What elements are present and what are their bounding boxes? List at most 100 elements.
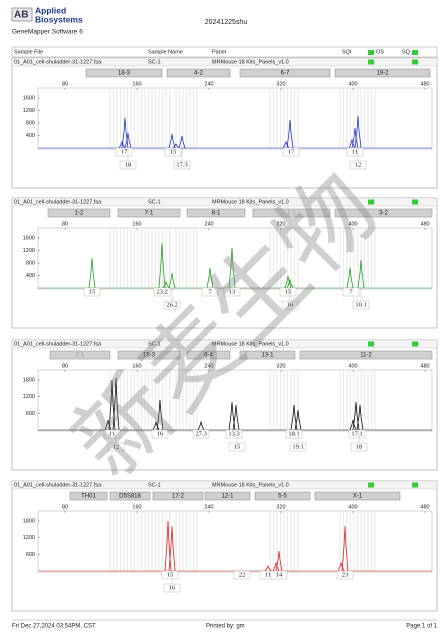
marker-bin xyxy=(152,491,204,501)
allele-box xyxy=(201,287,219,297)
status-box xyxy=(368,59,374,65)
peak xyxy=(352,401,360,431)
peak xyxy=(286,119,294,149)
allele-box xyxy=(279,287,297,297)
allele-box xyxy=(282,147,300,157)
peak xyxy=(294,409,302,431)
x-tick-label: 320 xyxy=(276,504,285,510)
x-tick-label: 320 xyxy=(276,221,285,227)
x-tick-label: 80 xyxy=(62,363,68,369)
x-tick-label: 80 xyxy=(62,221,68,227)
allele-label: 11 xyxy=(109,430,115,437)
panel-name: MRMouse 18 Kits_Panels_v1.0 xyxy=(212,482,289,488)
allele-label: 16 xyxy=(157,430,164,437)
y-tick-label: 400 xyxy=(26,273,35,279)
marker-label: 4-2 xyxy=(194,71,203,77)
y-tick-label: 1200 xyxy=(23,248,35,254)
peak xyxy=(272,561,280,572)
x-tick-label: 240 xyxy=(204,81,213,87)
sample-row xyxy=(11,480,438,490)
sample-name: SC-1 xyxy=(148,482,161,488)
marker-label: 2-1 xyxy=(76,353,85,359)
allele-box xyxy=(228,442,246,452)
peak xyxy=(156,399,164,431)
allele-box xyxy=(151,429,169,439)
y-tick-label: 800 xyxy=(26,120,35,126)
allele-box xyxy=(153,287,171,297)
x-tick-label: 240 xyxy=(204,504,213,510)
x-tick-label: 80 xyxy=(62,504,68,510)
marker-bin xyxy=(47,208,111,218)
y-tick-label: 800 xyxy=(26,260,35,266)
y-tick-label: 1600 xyxy=(23,235,35,241)
peak xyxy=(228,247,236,289)
status-box xyxy=(368,50,374,55)
allele-label: 13 xyxy=(229,288,236,295)
logo-mark: AB xyxy=(14,10,28,21)
status-box xyxy=(368,341,374,347)
allele-label: 16 xyxy=(169,584,176,591)
marker-bin xyxy=(252,208,331,218)
marker-bin xyxy=(299,350,433,360)
peak xyxy=(290,404,298,431)
sample-row xyxy=(11,339,438,349)
x-tick-label: 400 xyxy=(348,363,357,369)
allele-label: 15 xyxy=(167,571,174,578)
marker-label: 15-3 xyxy=(143,353,156,359)
allele-label: 19.1 xyxy=(292,443,303,450)
marker-label: 12-1 xyxy=(221,494,234,500)
peak xyxy=(232,404,240,431)
peak xyxy=(124,132,132,149)
allele-box xyxy=(289,442,307,452)
marker-bin xyxy=(186,208,246,218)
y-tick-label: 1200 xyxy=(23,108,35,114)
marker-bin xyxy=(186,350,231,360)
x-tick-label: 160 xyxy=(132,81,141,87)
peak xyxy=(284,275,292,289)
column-label: Sample Name xyxy=(148,49,183,55)
marker-label: 8-1 xyxy=(212,211,221,217)
sample-row xyxy=(11,57,438,67)
peak xyxy=(158,242,166,289)
marker-bin xyxy=(69,491,108,501)
y-tick-label: 1800 xyxy=(23,518,35,524)
marker-bin xyxy=(254,491,311,501)
allele-label: 11 xyxy=(265,571,271,578)
marker-label: TH01 xyxy=(81,494,96,500)
allele-label: 15 xyxy=(234,443,241,450)
sample-file: 01_A01_cell-shuladder-31-1227.fsa xyxy=(14,199,102,205)
allele-label: 15 xyxy=(89,288,96,295)
peak xyxy=(152,420,160,431)
allele-box xyxy=(352,300,370,310)
marker-label: 1-2 xyxy=(75,211,84,217)
allele-label: 7 xyxy=(208,288,212,295)
panel-name: MRMouse 18 Kits_Panels_v1.0 xyxy=(212,341,289,347)
allele-box xyxy=(285,429,303,439)
peak xyxy=(104,419,112,431)
peak xyxy=(206,267,214,289)
peak xyxy=(118,140,126,149)
y-tick-label: 1200 xyxy=(23,394,35,400)
allele-label: 11 xyxy=(352,148,358,155)
status-box xyxy=(412,50,418,55)
peak xyxy=(168,133,176,149)
peak xyxy=(341,525,349,572)
y-tick-label: 1200 xyxy=(23,535,35,541)
column-label: SQI xyxy=(342,49,352,55)
peak xyxy=(337,561,345,572)
peak xyxy=(172,143,180,149)
x-tick-label: 320 xyxy=(276,363,285,369)
allele-box xyxy=(281,300,299,310)
peak xyxy=(286,278,294,289)
peak xyxy=(178,135,186,149)
peak xyxy=(348,138,356,149)
x-tick-label: 240 xyxy=(204,221,213,227)
allele-label: 14 xyxy=(276,571,283,578)
marker-label: 6-7 xyxy=(281,71,290,77)
allele-label: 16 xyxy=(287,301,294,308)
marker-bin xyxy=(239,350,296,360)
column-label: Panel xyxy=(212,49,226,55)
footer-printed: Printed by: gm xyxy=(206,624,245,630)
